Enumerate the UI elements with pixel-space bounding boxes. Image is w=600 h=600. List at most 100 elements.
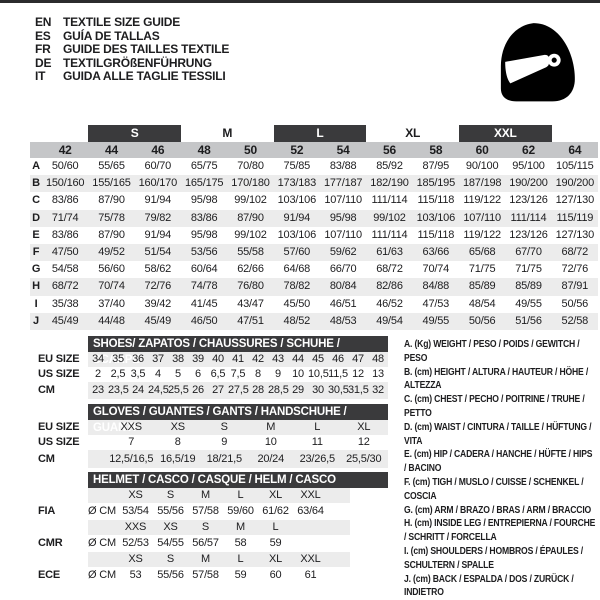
size-value: 47/53 [422, 297, 450, 310]
size-value: 37 [152, 353, 164, 365]
measurement-row-f: F 47/50 49/52 51/54 53/56 55/58 57/60 59/62 61/6… [30, 243, 598, 262]
gloves-row: CM 12,5/16,5 16,5/19 18/21,5 20/24 23/26,5 25,… [38, 450, 388, 468]
size-value: 58 [234, 536, 247, 549]
size-value: 51/54 [144, 245, 172, 258]
gloves-row: EU SIZE XXS XS S M L XL [38, 420, 388, 435]
helmet-table-title: HELMET / CASCO / CASQUE / HELM / CASCO [88, 472, 388, 488]
size-value: 182/190 [370, 177, 409, 190]
size-value: 70/74 [422, 263, 450, 276]
size-value: 67/70 [515, 245, 542, 258]
row-letter: C [32, 194, 40, 207]
size-value: 6 [195, 368, 201, 380]
shoes-row: US SIZE 2 2,5 3,5 4 5 6 6,5 7,5 8 9 10 10,5 11,5 12 13 [38, 367, 388, 382]
size-value: 56/57 [192, 536, 219, 549]
size-value: 45/49 [144, 314, 172, 327]
size-value: 99/102 [234, 194, 267, 207]
size-value: 85/92 [376, 160, 403, 172]
shoes-row: EU SIZE 34 35 36 37 38 39 40 41 42 43 44 45 46 47 48 [38, 352, 388, 367]
size-band-row: S M L XL XXL [30, 125, 598, 142]
size-value: M [236, 521, 245, 533]
size-value: 10,5 [308, 368, 329, 380]
size-value: 23 [92, 384, 104, 396]
size-value: 44 [292, 353, 304, 365]
legend-item-e: E. (cm) HIP / CADERA / HANCHE / HÜFTE / … [404, 449, 593, 475]
helmet-row: FIA Ø CM 53/54 55/56 57/58 59/60 61/62 63/64 [38, 503, 350, 521]
size-value: 107/110 [324, 228, 362, 241]
size-value: 68/72 [376, 263, 403, 276]
size-value: 65/75 [190, 160, 218, 172]
measurement-row-e: E 83/86 87/90 91/94 95/98 99/102 103/106 107/11… [30, 227, 598, 244]
size-value: 95/98 [329, 211, 357, 224]
size-value: 41 [232, 353, 244, 365]
size-value: 83/88 [329, 160, 357, 172]
size-value: XS [170, 421, 185, 433]
size-value: 50/60 [51, 160, 79, 172]
textile-size-table: S M L XL XXL 42 44 46 48 50 52 54 56 58 60 62 64 A 50/60… [30, 125, 598, 330]
size-value: 91/94 [144, 194, 172, 207]
size-value: 5 [175, 368, 181, 380]
size-value: 54/58 [51, 263, 79, 276]
size-value: XS [163, 521, 178, 533]
size-value: 64/68 [283, 263, 311, 276]
row-letter: G [31, 263, 41, 276]
size-value: S [220, 421, 228, 433]
size-value: 54/55 [157, 536, 184, 549]
size-value: 57/58 [192, 568, 219, 581]
size-value: L [237, 553, 244, 565]
helmet-standard-label: FIA [38, 504, 56, 517]
size-band-s: S [88, 125, 181, 142]
size-value: 190/200 [555, 177, 595, 190]
measurement-row-a: A 50/60 55/65 60/70 65/75 70/80 75/85 83/88 85/9… [30, 158, 598, 175]
size-value: L [314, 421, 321, 433]
language-row: DE TEXTILGRÖßENFÜHRUNG [35, 56, 229, 71]
size-value: 71/75 [468, 263, 496, 276]
size-value: 68/72 [561, 245, 589, 258]
size-value: 55/58 [237, 245, 264, 258]
numeric-size-header-row: 42 44 46 48 50 52 54 56 58 60 62 64 [30, 142, 598, 158]
size-value: 49/54 [376, 314, 403, 327]
legend-item-a: A. (Kg) WEIGHT / PESO / POIDS / GEWITCH … [404, 339, 580, 364]
size-value: 155/165 [92, 177, 131, 190]
size-value: 29 [292, 384, 304, 396]
size-column-header: 64 [568, 143, 582, 157]
size-value: 52/53 [122, 536, 149, 549]
size-band-xl: XL [405, 126, 421, 140]
size-value: 24,5 [148, 384, 169, 396]
size-value: 127/130 [555, 194, 595, 207]
size-value: 46/50 [190, 314, 218, 327]
size-value: 150/160 [45, 177, 85, 190]
size-value: 47/50 [51, 245, 79, 258]
diameter-unit: Ø CM [88, 568, 116, 581]
size-value: 25,5/30 [346, 453, 382, 465]
size-value: 38 [172, 353, 184, 365]
size-value: 87/90 [237, 211, 264, 224]
gloves-table-title: GLOVES / GUANTES / GANTS / HANDSCHUHE / … [88, 404, 388, 434]
size-value: 70/74 [98, 280, 125, 293]
size-value: 36 [132, 353, 144, 365]
size-value: 111/114 [371, 228, 408, 241]
diameter-unit: Ø CM [88, 536, 116, 549]
legend-item-g: G. (cm) ARM / BRAZO / BRAS / ARM / BRACC… [404, 504, 592, 516]
size-value: 48/52 [283, 314, 311, 327]
legend-item-j: J. (cm) BACK / ESPALDA / DOS / ZURÜCK / … [404, 573, 574, 599]
size-value: 83/86 [51, 194, 79, 207]
size-value: 13 [372, 368, 384, 380]
size-band-l: L [273, 125, 367, 142]
size-value: 48/54 [468, 297, 496, 310]
size-value: 70/80 [237, 160, 264, 172]
size-value: 123/126 [509, 194, 548, 207]
size-value: 31,5 [348, 384, 369, 396]
size-value: 34 [92, 353, 104, 365]
size-value: 4 [155, 368, 161, 380]
measurement-row-i: I 35/38 37/40 39/42 41/45 43/47 45/50 46/51 46/5… [30, 296, 598, 313]
size-value: 99/102 [373, 211, 406, 224]
size-value: 103/106 [416, 211, 456, 224]
size-value: 49/55 [515, 297, 542, 310]
size-value: 50/56 [468, 314, 496, 327]
gloves-rows: EU SIZE XXS XS S M L XL US SIZE 7 8 9 10 11 12 CM 12,5/… [38, 420, 388, 468]
size-value: 60/70 [144, 160, 172, 172]
size-value: 46/51 [329, 297, 357, 310]
size-value: 57/60 [283, 245, 311, 258]
size-value: 74/78 [190, 280, 218, 293]
helmet-rows: XS S M L XL XXL FIA Ø CM 53/54 55/56 57/58 59/60 61/… [38, 488, 350, 584]
